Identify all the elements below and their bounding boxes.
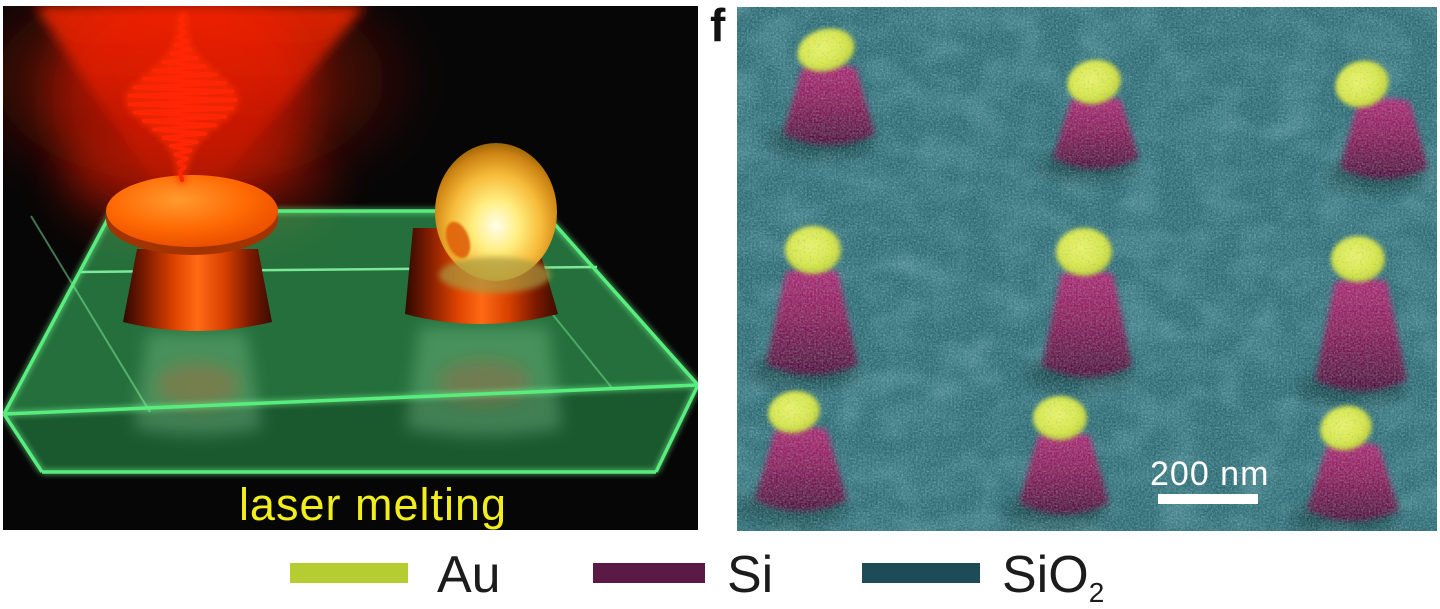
legend-label-sio2-subscript: 2 [1088,577,1105,608]
sem-image [737,7,1437,531]
legend-swatch-si [593,563,705,583]
legend-swatch-au [290,563,408,583]
nanopillar-left [106,175,278,331]
legend-label-au: Au [437,549,501,601]
caption-laser-melting: laser melting [238,479,508,530]
nanopillar-right [405,143,558,324]
scale-bar [1158,494,1258,504]
legend-swatch-sio2 [862,563,980,583]
left-panel-render [3,6,698,530]
legend-label-si-text: Si [727,546,774,604]
legend-label-sio2-text: SiO [1002,546,1089,604]
laser-pulse-wave [124,11,241,185]
legend-label-au-text: Au [437,546,501,604]
legend-label-si: Si [727,549,773,601]
scale-bar-label: 200 nm [1150,455,1270,493]
legend-label-sio2: SiO2 [1002,549,1104,609]
panel-label-f: f [710,0,726,51]
gold-disc [106,175,278,247]
